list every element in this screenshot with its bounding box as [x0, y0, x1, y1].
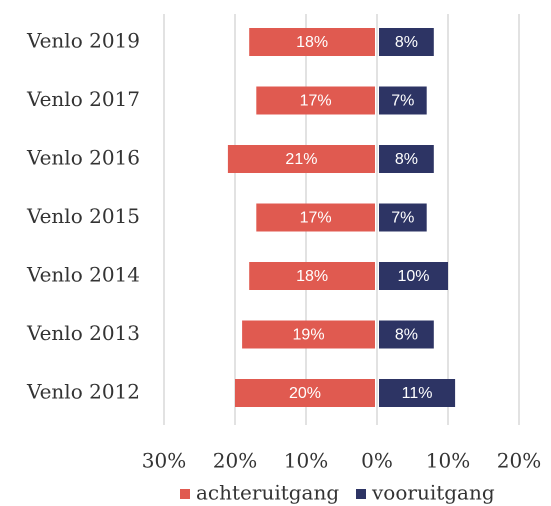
- data-label: 7%: [391, 210, 414, 227]
- legend-swatch: [180, 489, 190, 499]
- y-tick-label: Venlo 2019: [26, 29, 140, 53]
- x-tick-label: 20%: [213, 449, 257, 473]
- data-label: 10%: [397, 268, 429, 285]
- x-tick-label: 30%: [142, 449, 186, 473]
- bar: [379, 203, 427, 232]
- x-tick-label: 0%: [361, 449, 393, 473]
- bar: [242, 320, 375, 349]
- x-tick-label: 10%: [426, 449, 470, 473]
- bar: [379, 379, 456, 407]
- bar: [379, 145, 434, 173]
- x-tick-label: 20%: [497, 449, 541, 473]
- bar: [379, 320, 434, 349]
- legend-label: achteruitgang: [196, 481, 339, 505]
- y-tick-label: Venlo 2017: [26, 87, 140, 111]
- data-label: 8%: [395, 34, 418, 51]
- y-tick-label: Venlo 2014: [26, 263, 140, 287]
- bar: [379, 262, 448, 290]
- data-label: 8%: [395, 327, 418, 344]
- y-tick-label: Venlo 2013: [26, 321, 140, 345]
- legend-swatch: [356, 489, 366, 499]
- data-label: 18%: [296, 268, 328, 285]
- bar: [227, 145, 375, 173]
- bar: [235, 379, 375, 407]
- data-label: 8%: [395, 151, 418, 168]
- bar: [379, 28, 434, 56]
- data-label: 7%: [391, 93, 414, 110]
- bar: [249, 262, 375, 290]
- x-tick-label: 10%: [284, 449, 328, 473]
- y-tick-label: Venlo 2015: [26, 204, 140, 228]
- data-label: 11%: [402, 385, 433, 402]
- bar: [249, 28, 375, 56]
- bar: [256, 203, 375, 232]
- data-label: 19%: [293, 327, 325, 344]
- bar: [256, 86, 375, 115]
- data-label: 20%: [289, 385, 321, 402]
- legend-label: vooruitgang: [371, 481, 495, 505]
- data-label: 21%: [285, 151, 317, 168]
- data-label: 18%: [296, 34, 328, 51]
- data-label: 17%: [300, 210, 332, 227]
- bar: [379, 86, 427, 115]
- y-tick-label: Venlo 2016: [26, 146, 140, 170]
- data-label: 17%: [300, 93, 332, 110]
- y-tick-label: Venlo 2012: [26, 380, 140, 404]
